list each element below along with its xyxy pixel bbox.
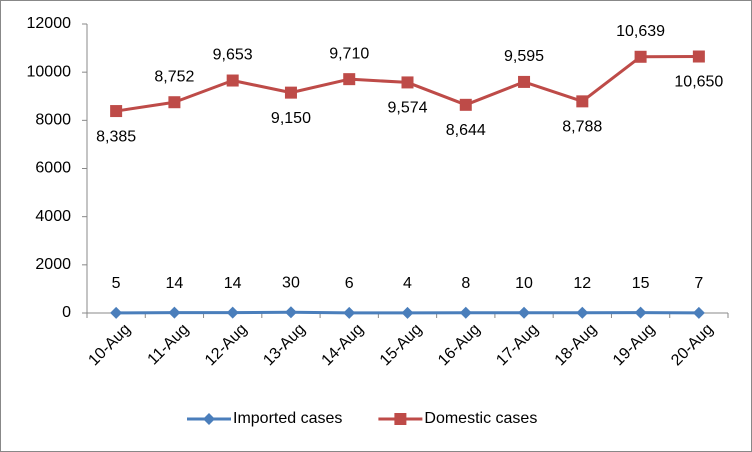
marker (692, 50, 705, 63)
marker (226, 306, 239, 319)
data-label: 9,150 (271, 110, 311, 127)
legend-marker (394, 413, 407, 425)
marker (168, 306, 181, 319)
data-label: 7 (694, 275, 703, 292)
marker (110, 306, 123, 319)
data-label: 9,710 (329, 45, 369, 62)
data-label: 30 (282, 274, 300, 291)
marker (634, 306, 647, 319)
data-label: 10,639 (616, 23, 665, 40)
marker (401, 76, 414, 89)
marker (576, 95, 589, 108)
data-label: 8 (461, 275, 470, 292)
marker (459, 306, 472, 319)
marker (343, 306, 356, 319)
legend-marker (203, 413, 215, 425)
data-label: 14 (166, 275, 184, 292)
y-tick-label: 2000 (35, 256, 71, 273)
data-label: 8,385 (96, 128, 136, 145)
y-tick-label: 10000 (27, 63, 72, 80)
marker (518, 75, 531, 88)
data-label: 15 (632, 275, 650, 292)
data-label: 8,788 (562, 119, 602, 136)
marker (459, 98, 472, 111)
data-label: 14 (224, 275, 242, 292)
marker (168, 96, 181, 109)
y-tick-label: 6000 (35, 160, 71, 177)
marker (110, 105, 123, 118)
marker (401, 306, 414, 319)
data-label: 10,650 (674, 74, 723, 91)
data-label: 5 (112, 275, 121, 292)
marker (576, 306, 589, 319)
marker (518, 306, 531, 319)
data-label: 8,752 (154, 68, 194, 85)
marker (226, 74, 239, 87)
data-label: 8,644 (446, 122, 486, 139)
marker (343, 73, 356, 86)
data-label: 10 (515, 275, 533, 292)
data-label: 4 (403, 275, 412, 292)
marker (634, 50, 647, 63)
y-tick-label: 8000 (35, 112, 71, 129)
legend-label: Imported cases (233, 410, 342, 427)
marker (284, 86, 297, 99)
data-label: 12 (573, 275, 591, 292)
data-label: 9,595 (504, 48, 544, 65)
data-label: 6 (345, 275, 354, 292)
y-tick-label: 4000 (35, 208, 71, 225)
legend-label: Domestic cases (424, 410, 537, 427)
marker (284, 306, 297, 319)
y-tick-label: 12000 (27, 15, 72, 32)
marker (692, 306, 705, 319)
data-label: 9,574 (387, 100, 427, 117)
y-tick-label: 0 (62, 304, 71, 321)
data-label: 9,653 (213, 47, 253, 64)
